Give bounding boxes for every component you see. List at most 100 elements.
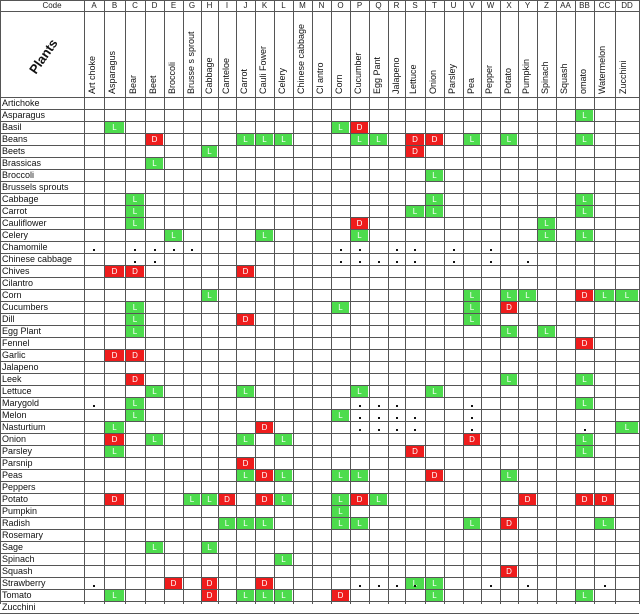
compatible-cell[interactable]: L [576, 110, 593, 121]
compatible-cell[interactable]: L [105, 422, 124, 433]
compatible-cell[interactable]: L [501, 290, 517, 301]
compatible-cell[interactable]: L [126, 410, 144, 421]
compatible-cell[interactable]: L [576, 194, 593, 205]
compatible-cell[interactable]: L [351, 470, 368, 481]
incompatible-cell[interactable]: D [126, 350, 144, 361]
compatible-cell[interactable]: L [576, 434, 593, 445]
compatible-cell[interactable]: L [105, 122, 124, 133]
compatible-cell[interactable]: L [426, 194, 443, 205]
incompatible-cell[interactable]: D [406, 446, 424, 457]
compatible-cell[interactable]: L [275, 494, 292, 505]
compatible-cell[interactable]: L [202, 290, 217, 301]
incompatible-cell[interactable]: D [501, 302, 517, 313]
incompatible-cell[interactable]: D [256, 422, 273, 433]
incompatible-cell[interactable]: D [105, 350, 124, 361]
compatible-cell[interactable]: L [219, 518, 235, 529]
compatible-cell[interactable]: L [406, 578, 424, 589]
incompatible-cell[interactable]: D [464, 434, 480, 445]
compatible-cell[interactable]: L [616, 422, 638, 433]
compatible-cell[interactable]: L [275, 434, 292, 445]
compatible-cell[interactable]: L [501, 470, 517, 481]
compatible-cell[interactable]: L [616, 290, 638, 301]
compatible-cell[interactable]: L [538, 218, 555, 229]
compatible-cell[interactable]: L [275, 590, 292, 601]
incompatible-cell[interactable]: D [105, 494, 124, 505]
compatible-cell[interactable]: L [256, 590, 273, 601]
incompatible-cell[interactable]: D [237, 458, 254, 469]
incompatible-cell[interactable]: D [406, 146, 424, 157]
compatible-cell[interactable]: L [126, 314, 144, 325]
compatible-cell[interactable]: L [275, 554, 292, 565]
compatible-cell[interactable]: L [275, 134, 292, 145]
compatible-cell[interactable]: L [126, 398, 144, 409]
compatible-cell[interactable]: L [202, 146, 217, 157]
incompatible-cell[interactable]: D [332, 590, 349, 601]
compatible-cell[interactable]: L [237, 386, 254, 397]
compatible-cell[interactable]: L [256, 518, 273, 529]
compatible-cell[interactable]: L [202, 494, 217, 505]
compatible-cell[interactable]: L [501, 326, 517, 337]
compatible-cell[interactable]: L [332, 470, 349, 481]
compatible-cell[interactable]: L [126, 194, 144, 205]
compatible-cell[interactable]: L [275, 470, 292, 481]
compatible-cell[interactable]: L [202, 542, 217, 553]
incompatible-cell[interactable]: D [576, 290, 593, 301]
compatible-cell[interactable]: L [464, 518, 480, 529]
compatible-cell[interactable]: L [105, 590, 124, 601]
incompatible-cell[interactable]: D [256, 494, 273, 505]
incompatible-cell[interactable]: D [501, 518, 517, 529]
compatible-cell[interactable]: L [237, 134, 254, 145]
compatible-cell[interactable]: L [464, 302, 480, 313]
incompatible-cell[interactable]: D [165, 578, 182, 589]
compatible-cell[interactable]: L [105, 446, 124, 457]
compatible-cell[interactable]: L [332, 410, 349, 421]
compatible-cell[interactable]: L [351, 386, 368, 397]
incompatible-cell[interactable]: D [426, 134, 443, 145]
compatible-cell[interactable]: L [126, 218, 144, 229]
incompatible-cell[interactable]: D [501, 566, 517, 577]
compatible-cell[interactable]: L [332, 302, 349, 313]
incompatible-cell[interactable]: D [576, 338, 593, 349]
incompatible-cell[interactable]: D [126, 374, 144, 385]
compatible-cell[interactable]: L [501, 134, 517, 145]
compatible-cell[interactable]: L [406, 206, 424, 217]
incompatible-cell[interactable]: D [351, 494, 368, 505]
compatible-cell[interactable]: L [332, 494, 349, 505]
compatible-cell[interactable]: L [464, 290, 480, 301]
compatible-cell[interactable]: L [237, 470, 254, 481]
incompatible-cell[interactable]: D [202, 590, 217, 601]
incompatible-cell[interactable]: D [219, 494, 235, 505]
compatible-cell[interactable]: L [426, 170, 443, 181]
compatible-cell[interactable]: L [126, 206, 144, 217]
compatible-cell[interactable]: L [351, 134, 368, 145]
compatible-cell[interactable]: L [595, 290, 614, 301]
compatible-cell[interactable]: L [576, 230, 593, 241]
compatible-cell[interactable]: L [237, 434, 254, 445]
compatible-cell[interactable]: L [165, 230, 182, 241]
compatible-cell[interactable]: L [576, 398, 593, 409]
compatible-cell[interactable]: L [370, 134, 387, 145]
compatible-cell[interactable]: L [519, 290, 536, 301]
incompatible-cell[interactable]: D [426, 470, 443, 481]
compatible-cell[interactable]: L [126, 326, 144, 337]
incompatible-cell[interactable]: D [146, 134, 163, 145]
compatible-cell[interactable]: L [126, 302, 144, 313]
compatible-cell[interactable]: L [595, 518, 614, 529]
incompatible-cell[interactable]: D [406, 134, 424, 145]
compatible-cell[interactable]: L [184, 494, 200, 505]
compatible-cell[interactable]: L [237, 590, 254, 601]
compatible-cell[interactable]: L [237, 518, 254, 529]
compatible-cell[interactable]: L [538, 230, 555, 241]
compatible-cell[interactable]: L [426, 206, 443, 217]
compatible-cell[interactable]: L [256, 134, 273, 145]
compatible-cell[interactable]: L [464, 134, 480, 145]
compatible-cell[interactable]: L [464, 314, 480, 325]
compatible-cell[interactable]: L [370, 494, 387, 505]
compatible-cell[interactable]: L [576, 446, 593, 457]
incompatible-cell[interactable]: D [256, 470, 273, 481]
incompatible-cell[interactable]: D [576, 494, 593, 505]
compatible-cell[interactable]: L [501, 374, 517, 385]
compatible-cell[interactable]: L [576, 590, 593, 601]
compatible-cell[interactable]: L [426, 578, 443, 589]
compatible-cell[interactable]: L [576, 134, 593, 145]
